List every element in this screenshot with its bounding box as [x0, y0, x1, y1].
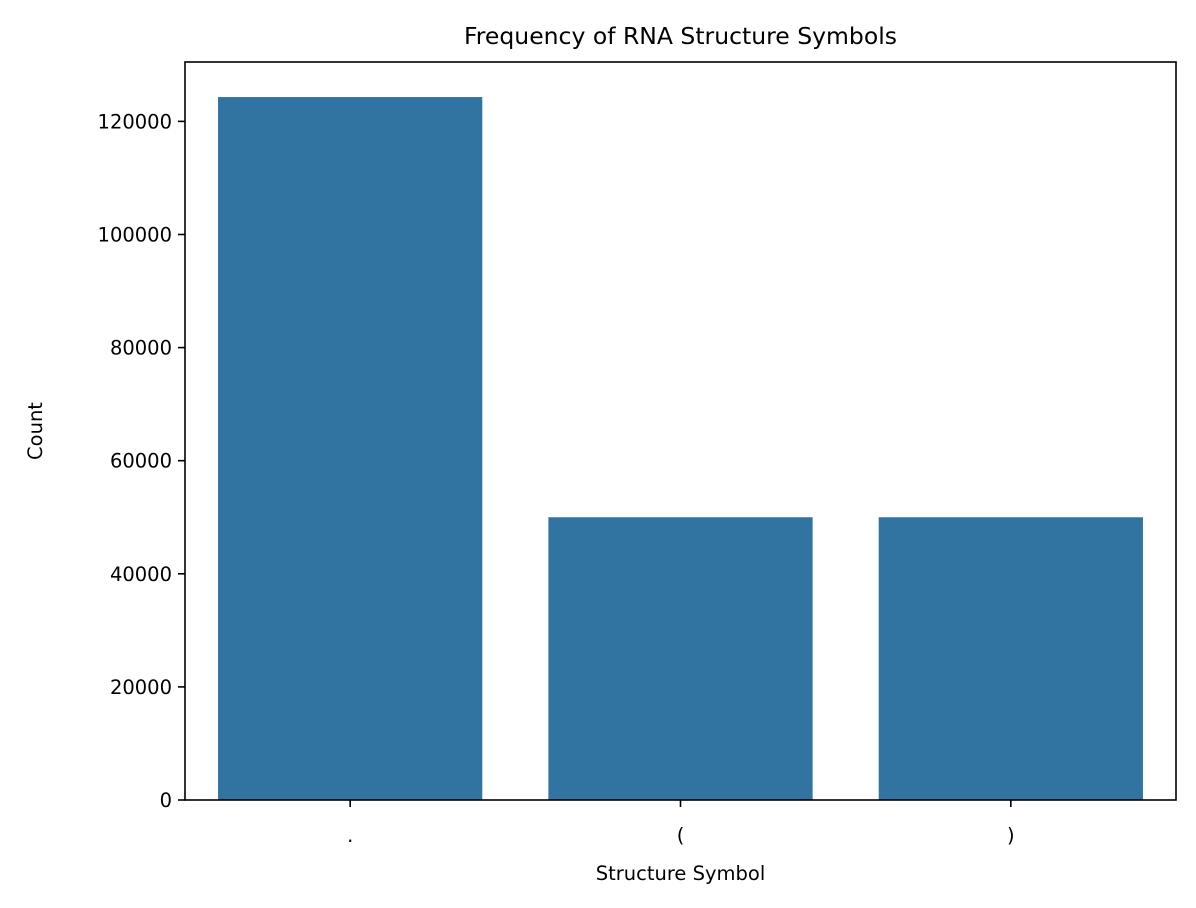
x-axis-label: Structure Symbol — [596, 862, 766, 885]
chart-title: Frequency of RNA Structure Symbols — [464, 22, 897, 50]
y-axis: 0 20000 40000 60000 80000 100000 120000 — [98, 110, 185, 812]
y-tick-label-1: 20000 — [110, 676, 172, 699]
plot-frame — [184, 61, 1177, 801]
bar-2 — [878, 517, 1143, 800]
x-tick-label-2: ) — [1007, 824, 1015, 847]
y-tick-label-2: 40000 — [110, 563, 172, 586]
y-tick-label-4: 80000 — [110, 337, 172, 360]
bar-0 — [218, 97, 483, 800]
y-tick-label-5: 100000 — [98, 223, 172, 246]
bars-group — [218, 97, 1143, 800]
y-tick-label-0: 0 — [160, 789, 172, 812]
bar-1 — [548, 517, 813, 800]
y-tick-label-3: 60000 — [110, 450, 172, 473]
x-axis: . () — [347, 800, 1015, 847]
x-tick-label-0: . — [347, 824, 353, 847]
y-axis-label: Count — [24, 402, 47, 460]
y-tick-label-6: 120000 — [98, 110, 172, 133]
x-tick-label-1: ( — [677, 824, 685, 847]
